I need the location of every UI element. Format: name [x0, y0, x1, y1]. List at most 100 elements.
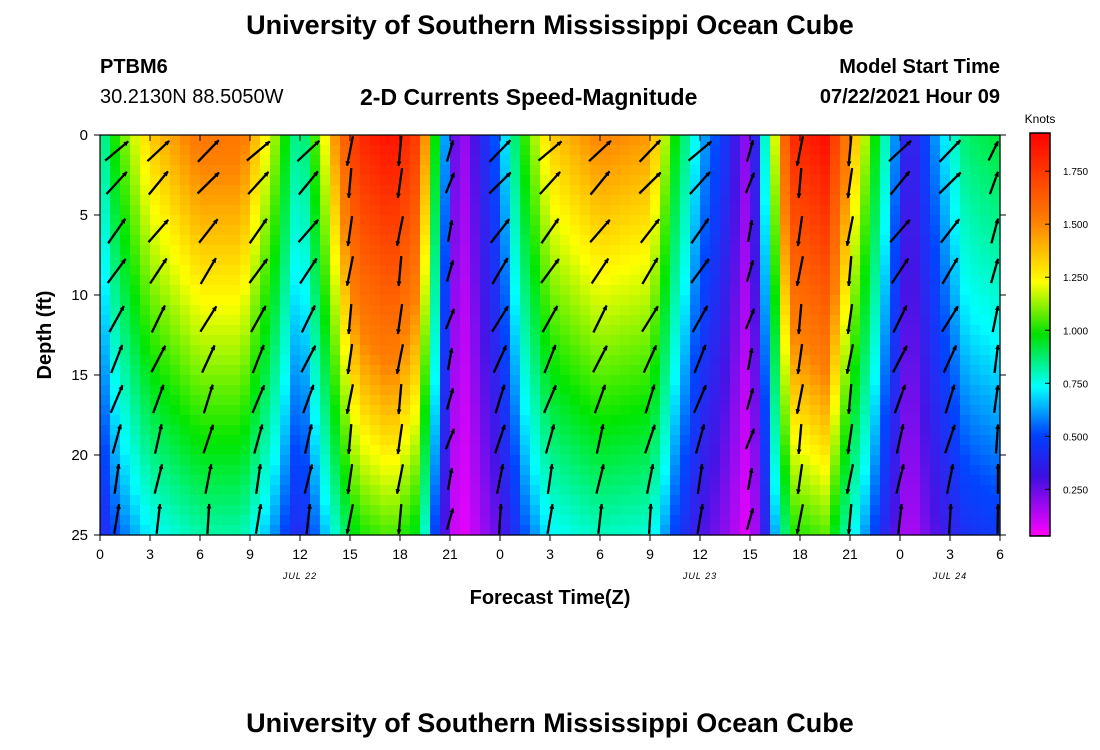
heat-cell — [850, 225, 861, 236]
heat-cell — [370, 485, 381, 496]
heat-cell — [480, 315, 491, 326]
heat-cell — [530, 345, 541, 356]
heat-cell — [150, 255, 161, 266]
heat-cell — [420, 275, 431, 286]
heat-cell — [280, 135, 291, 146]
heat-cell — [770, 265, 781, 276]
heat-cell — [680, 335, 691, 346]
heat-cell — [190, 235, 201, 246]
heat-cell — [110, 295, 121, 306]
heat-cell — [450, 365, 461, 376]
heat-cell — [350, 195, 361, 206]
heat-cell — [480, 475, 491, 486]
heat-cell — [380, 435, 391, 446]
heat-cell — [780, 515, 791, 526]
heat-cell — [370, 365, 381, 376]
heat-cell — [780, 155, 791, 166]
x-tick-label: 3 — [946, 546, 954, 562]
heat-cell — [300, 145, 311, 156]
heat-cell — [600, 225, 611, 236]
current-arrow — [446, 467, 454, 490]
heat-cell — [110, 335, 121, 346]
heat-cell — [930, 265, 941, 276]
heat-cell — [990, 215, 1001, 226]
current-arrow — [445, 139, 455, 162]
heat-cell — [290, 525, 301, 536]
heat-cell — [760, 445, 771, 456]
heat-cell — [130, 385, 141, 396]
heat-cell — [250, 185, 261, 196]
heat-cell — [250, 405, 261, 416]
current-arrow — [647, 503, 654, 535]
heat-cell — [790, 165, 801, 176]
heat-cell — [280, 355, 291, 366]
heat-cell — [310, 205, 321, 216]
heat-cell — [690, 525, 701, 536]
heat-cell — [280, 525, 291, 536]
heat-cell — [810, 525, 821, 536]
heat-cell — [630, 465, 641, 476]
heat-cell — [860, 455, 871, 466]
heat-cell — [870, 425, 881, 436]
heat-cell — [430, 255, 441, 266]
current-arrow — [395, 464, 405, 495]
heat-cell — [660, 475, 671, 486]
heat-cell — [950, 355, 961, 366]
current-arrow — [251, 384, 266, 414]
heat-cell — [270, 395, 281, 406]
heat-cell — [260, 375, 271, 386]
heat-cell — [190, 475, 201, 486]
heat-cell — [460, 305, 471, 316]
heat-cell — [390, 505, 401, 516]
heat-cell — [240, 265, 251, 276]
heat-cell — [970, 135, 981, 146]
heat-cell — [560, 275, 571, 286]
heat-cell — [880, 425, 891, 436]
heat-cell — [430, 525, 441, 536]
heat-cell — [340, 285, 351, 296]
heat-cell — [440, 145, 451, 156]
heat-cell — [150, 325, 161, 336]
heat-cell — [120, 375, 131, 386]
heat-cell — [620, 265, 631, 276]
heat-cell — [150, 355, 161, 366]
heat-cell — [690, 345, 701, 356]
heat-cell — [440, 375, 451, 386]
heat-cell — [190, 285, 201, 296]
heat-cell — [480, 395, 491, 406]
heat-cell — [150, 395, 161, 406]
current-arrow — [846, 384, 853, 415]
heat-cell — [670, 225, 681, 236]
heat-cell — [520, 495, 531, 506]
current-arrow — [644, 424, 656, 454]
heat-cell — [180, 135, 191, 146]
heat-cell — [370, 215, 381, 226]
heat-cell — [990, 495, 1001, 506]
current-arrow — [539, 171, 561, 195]
heat-cell — [820, 335, 831, 346]
heat-cell — [720, 345, 731, 356]
heat-cell — [580, 355, 591, 366]
heat-cell — [650, 185, 661, 196]
heat-cell — [850, 325, 861, 336]
heat-cell — [300, 215, 311, 226]
heat-cell — [390, 285, 401, 296]
heat-cell — [490, 525, 501, 536]
heat-cell — [710, 135, 721, 146]
heat-cell — [770, 485, 781, 496]
heat-cell — [670, 335, 681, 346]
x-tick-label: 6 — [596, 546, 604, 562]
heat-cell — [190, 375, 201, 386]
heat-cell — [140, 505, 151, 516]
heat-cell — [120, 515, 131, 526]
heat-cell — [410, 365, 421, 376]
heat-cell — [670, 345, 681, 356]
heat-cell — [120, 495, 131, 506]
heat-cell — [270, 155, 281, 166]
heat-cell — [180, 485, 191, 496]
heat-cell — [280, 145, 291, 156]
heat-cell — [120, 235, 131, 246]
heat-cell — [320, 345, 331, 356]
heat-cell — [240, 455, 251, 466]
heat-cell — [500, 395, 511, 406]
